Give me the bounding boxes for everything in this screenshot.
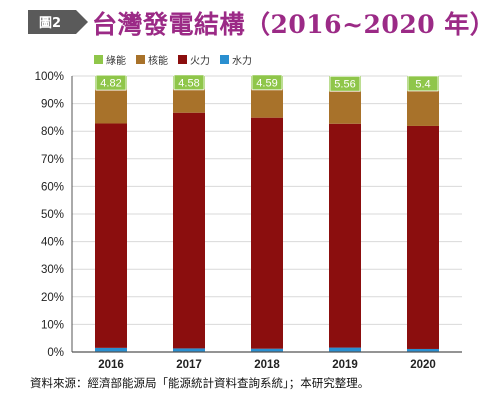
legend-swatch: [94, 54, 103, 64]
bar-segment: [407, 125, 439, 349]
x-tick-label: 2018: [254, 359, 280, 371]
bar-segment: [407, 348, 439, 352]
legend-item: 火力: [178, 52, 210, 67]
bar-segment: [173, 88, 205, 113]
data-label-box: [95, 74, 127, 91]
bar-segment: [329, 123, 361, 348]
legend-label: 水力: [232, 55, 252, 67]
y-tick-label: 30%: [41, 264, 64, 276]
y-tick-label: 70%: [41, 154, 64, 166]
bar-segment: [95, 89, 127, 124]
legend-swatch: [136, 54, 145, 64]
chart-title: 台灣發電結構（2016~2020 年）: [92, 10, 496, 39]
legend-swatch: [220, 54, 229, 64]
bar-segment: [95, 347, 127, 352]
bar-segment: [407, 90, 439, 126]
data-label: 4.58: [178, 77, 199, 89]
y-tick-label: 0%: [47, 347, 64, 359]
data-label: 4.82: [100, 78, 121, 90]
data-label-box: [329, 75, 361, 92]
legend-item: 水力: [220, 52, 252, 67]
bar-segment: [95, 123, 127, 348]
figure-badge: 圖2: [28, 10, 88, 34]
legend-item: 綠能: [94, 52, 126, 67]
legend: 綠能 核能 火力 水力: [94, 52, 252, 67]
y-tick-label: 80%: [41, 126, 64, 138]
data-label: 5.4: [415, 78, 430, 90]
data-label-box: [173, 74, 205, 91]
x-tick-label: 2019: [332, 359, 358, 371]
legend-label: 核能: [148, 55, 168, 67]
bar-segment: [329, 91, 361, 124]
data-label-box: [407, 75, 439, 92]
axes: 0% 10% 20% 30% 40% 50% 60% 70% 80% 90% 100% 2016 201…: [35, 71, 462, 371]
data-label: 5.56: [334, 79, 355, 91]
data-labels: 4.82 4.58 4.59 5.56 5.4: [95, 74, 439, 92]
badge-label: 圖2: [39, 15, 61, 31]
bar-segment: [251, 88, 283, 118]
legend-swatch: [178, 54, 187, 64]
x-tick-label: 2016: [98, 359, 124, 371]
y-tick-label: 100%: [35, 71, 64, 83]
legend-label: 火力: [190, 55, 210, 67]
bar-segment: [251, 117, 283, 349]
data-label-box: [251, 74, 283, 91]
legend-item: 核能: [136, 52, 168, 67]
bar-segment: [173, 112, 205, 349]
y-tick-label: 50%: [41, 209, 64, 221]
bars: [95, 76, 439, 352]
y-tick-label: 60%: [41, 181, 64, 193]
bar-segment: [251, 348, 283, 352]
bar-segment: [329, 347, 361, 352]
source-note: 資料來源：經濟部能源局「能源統計資料查詢系統」；本研究整理。: [30, 376, 370, 390]
y-tick-label: 40%: [41, 237, 64, 249]
y-tick-label: 20%: [41, 292, 64, 304]
y-tick-label: 90%: [41, 99, 64, 111]
y-tick-label: 10%: [41, 319, 64, 331]
bar-segment: [173, 348, 205, 352]
badge-arrow-shape: 圖2: [28, 10, 88, 34]
x-tick-label: 2020: [410, 359, 436, 371]
data-label: 4.59: [256, 77, 277, 89]
x-tick-label: 2017: [176, 359, 202, 371]
legend-label: 綠能: [106, 55, 126, 67]
